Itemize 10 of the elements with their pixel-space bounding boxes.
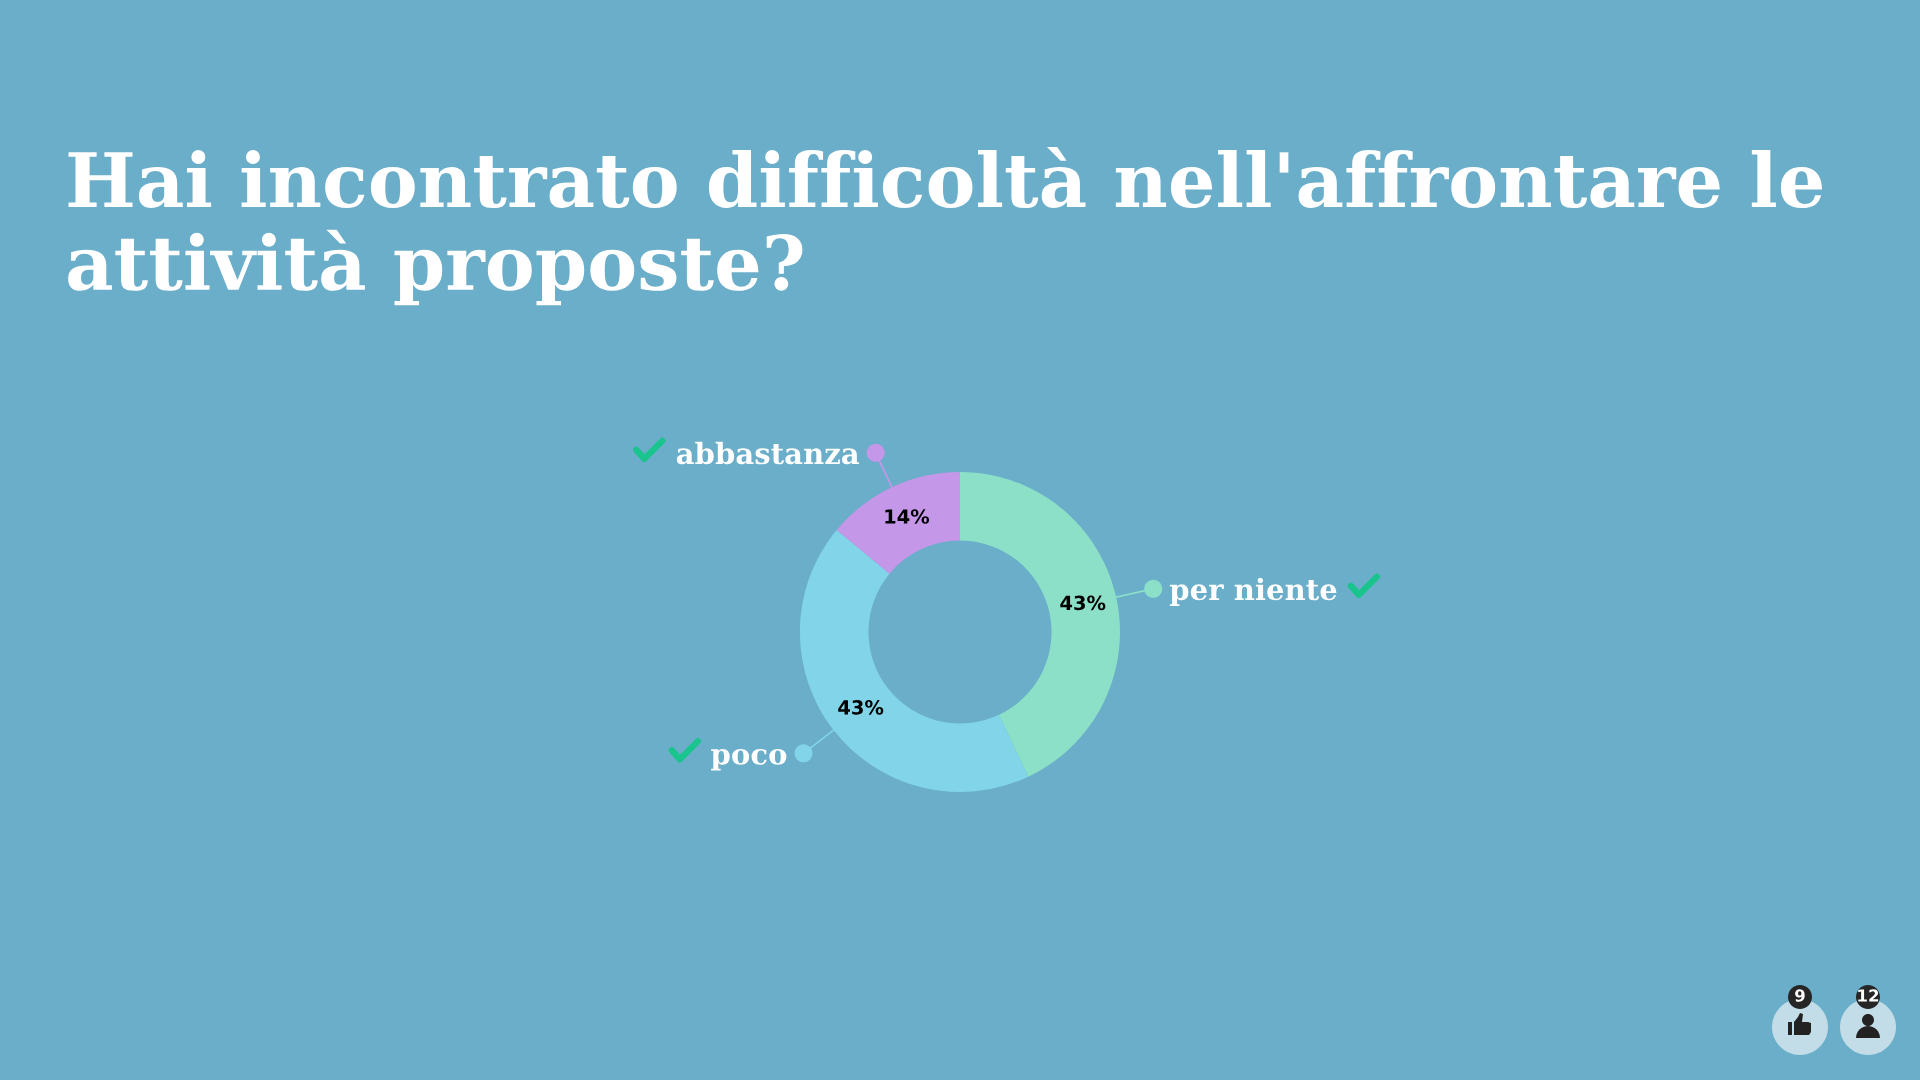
legend-label: per niente — [1169, 577, 1337, 606]
data-label: 43% — [1060, 595, 1106, 611]
data-label: 14% — [885, 509, 930, 524]
slice-label: abbastanza — [676, 441, 860, 465]
data-label: 43% — [838, 700, 884, 715]
text: 12 — [1858, 989, 1879, 1002]
donut-slice — [800, 530, 1029, 792]
slice-label: poco — [711, 748, 787, 771]
text: 9 — [1795, 989, 1805, 1002]
chart-title: Hai incontrato difficoltà nell'affrontare le attività proposte? — [68, 147, 1823, 306]
